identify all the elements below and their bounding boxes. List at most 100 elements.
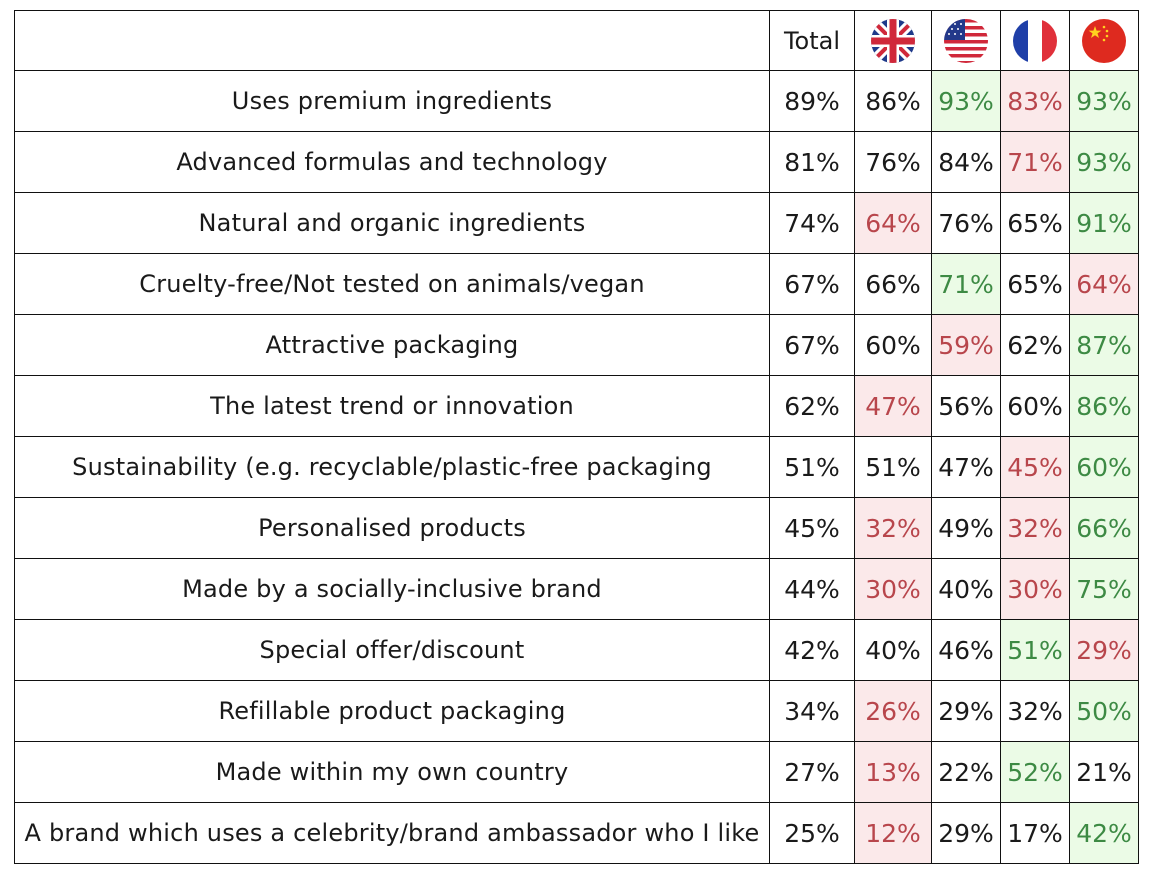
value-cell-total: 74%: [769, 192, 855, 254]
value-cell-total: 67%: [769, 253, 855, 315]
value-cell-us: 40%: [931, 558, 1001, 620]
value-cell-uk: 66%: [854, 253, 932, 315]
value-cell-us: 47%: [931, 436, 1001, 498]
table-row: A brand which uses a celebrity/brand amb…: [14, 802, 1139, 864]
value-cell-cn: 60%: [1069, 436, 1139, 498]
us-flag-icon: [943, 18, 989, 64]
row-label: Personalised products: [14, 497, 770, 559]
uk-flag-icon: [870, 18, 916, 64]
value-cell-us: 56%: [931, 375, 1001, 437]
value-cell-us: 71%: [931, 253, 1001, 315]
table-row: The latest trend or innovation 62% 47% 56% 6…: [14, 375, 1139, 437]
value-cell-fr: 51%: [1000, 619, 1070, 681]
value-cell-fr: 17%: [1000, 802, 1070, 864]
value-cell-fr: 52%: [1000, 741, 1070, 803]
label-column-header: [14, 10, 770, 71]
table-row: Uses premium ingredients 89% 86% 93% 83% 93%: [14, 70, 1139, 132]
value-cell-total: 25%: [769, 802, 855, 864]
value-cell-cn: 64%: [1069, 253, 1139, 315]
row-label: A brand which uses a celebrity/brand amb…: [14, 802, 770, 864]
value-cell-fr: 60%: [1000, 375, 1070, 437]
cn-column-header: [1069, 10, 1139, 71]
value-cell-fr: 62%: [1000, 314, 1070, 376]
cn-flag-icon: [1081, 18, 1127, 64]
row-label: Attractive packaging: [14, 314, 770, 376]
value-cell-total: 42%: [769, 619, 855, 681]
value-cell-cn: 29%: [1069, 619, 1139, 681]
value-cell-us: 22%: [931, 741, 1001, 803]
value-cell-uk: 40%: [854, 619, 932, 681]
value-cell-total: 44%: [769, 558, 855, 620]
results-body: Uses premium ingredients 89% 86% 93% 83% 93% A…: [14, 70, 1139, 864]
value-cell-fr: 32%: [1000, 680, 1070, 742]
value-cell-total: 34%: [769, 680, 855, 742]
row-label: Made by a socially-inclusive brand: [14, 558, 770, 620]
uk-column-header: [854, 10, 932, 71]
value-cell-us: 46%: [931, 619, 1001, 681]
value-cell-uk: 30%: [854, 558, 932, 620]
value-cell-cn: 42%: [1069, 802, 1139, 864]
value-cell-uk: 32%: [854, 497, 932, 559]
value-cell-fr: 71%: [1000, 131, 1070, 193]
value-cell-cn: 86%: [1069, 375, 1139, 437]
value-cell-uk: 64%: [854, 192, 932, 254]
value-cell-us: 29%: [931, 680, 1001, 742]
table-row: Attractive packaging 67% 60% 59% 62% 87%: [14, 314, 1139, 376]
value-cell-total: 81%: [769, 131, 855, 193]
value-cell-us: 93%: [931, 70, 1001, 132]
value-cell-fr: 32%: [1000, 497, 1070, 559]
row-label: Special offer/discount: [14, 619, 770, 681]
value-cell-uk: 13%: [854, 741, 932, 803]
table-row: Special offer/discount 42% 40% 46% 51% 29%: [14, 619, 1139, 681]
value-cell-us: 84%: [931, 131, 1001, 193]
row-label: Made within my own country: [14, 741, 770, 803]
value-cell-fr: 65%: [1000, 192, 1070, 254]
row-label: Refillable product packaging: [14, 680, 770, 742]
total-column-header: Total: [769, 10, 855, 71]
table-row: Advanced formulas and technology 81% 76% 84…: [14, 131, 1139, 193]
table-row: Cruelty-free/Not tested on animals/vegan…: [14, 253, 1139, 315]
value-cell-fr: 65%: [1000, 253, 1070, 315]
row-label: Sustainability (e.g. recyclable/plastic-…: [14, 436, 770, 498]
value-cell-cn: 21%: [1069, 741, 1139, 803]
value-cell-total: 67%: [769, 314, 855, 376]
value-cell-uk: 51%: [854, 436, 932, 498]
table-row: Personalised products 45% 32% 49% 32% 66%: [14, 497, 1139, 559]
table-row: Made within my own country 27% 13% 22% 52% 21…: [14, 741, 1139, 803]
value-cell-uk: 12%: [854, 802, 932, 864]
value-cell-cn: 91%: [1069, 192, 1139, 254]
value-cell-fr: 30%: [1000, 558, 1070, 620]
value-cell-fr: 83%: [1000, 70, 1070, 132]
row-label: Uses premium ingredients: [14, 70, 770, 132]
value-cell-uk: 76%: [854, 131, 932, 193]
value-cell-uk: 86%: [854, 70, 932, 132]
results-table: Total: [14, 10, 1139, 864]
us-column-header: [931, 10, 1001, 71]
value-cell-total: 89%: [769, 70, 855, 132]
value-cell-fr: 45%: [1000, 436, 1070, 498]
row-label: Cruelty-free/Not tested on animals/vegan: [14, 253, 770, 315]
value-cell-us: 49%: [931, 497, 1001, 559]
value-cell-us: 59%: [931, 314, 1001, 376]
table-row: Natural and organic ingredients 74% 64% 76%…: [14, 192, 1139, 254]
value-cell-total: 51%: [769, 436, 855, 498]
row-label: Advanced formulas and technology: [14, 131, 770, 193]
value-cell-uk: 60%: [854, 314, 932, 376]
table-row: Sustainability (e.g. recyclable/plastic-…: [14, 436, 1139, 498]
table-row: Refillable product packaging 34% 26% 29% 32%…: [14, 680, 1139, 742]
fr-flag-icon: [1012, 18, 1058, 64]
value-cell-cn: 87%: [1069, 314, 1139, 376]
row-label: The latest trend or innovation: [14, 375, 770, 437]
header-row: Total: [14, 10, 1139, 71]
value-cell-cn: 50%: [1069, 680, 1139, 742]
value-cell-uk: 47%: [854, 375, 932, 437]
value-cell-total: 27%: [769, 741, 855, 803]
fr-column-header: [1000, 10, 1070, 71]
value-cell-total: 62%: [769, 375, 855, 437]
value-cell-uk: 26%: [854, 680, 932, 742]
value-cell-us: 76%: [931, 192, 1001, 254]
value-cell-total: 45%: [769, 497, 855, 559]
value-cell-us: 29%: [931, 802, 1001, 864]
value-cell-cn: 93%: [1069, 131, 1139, 193]
value-cell-cn: 75%: [1069, 558, 1139, 620]
